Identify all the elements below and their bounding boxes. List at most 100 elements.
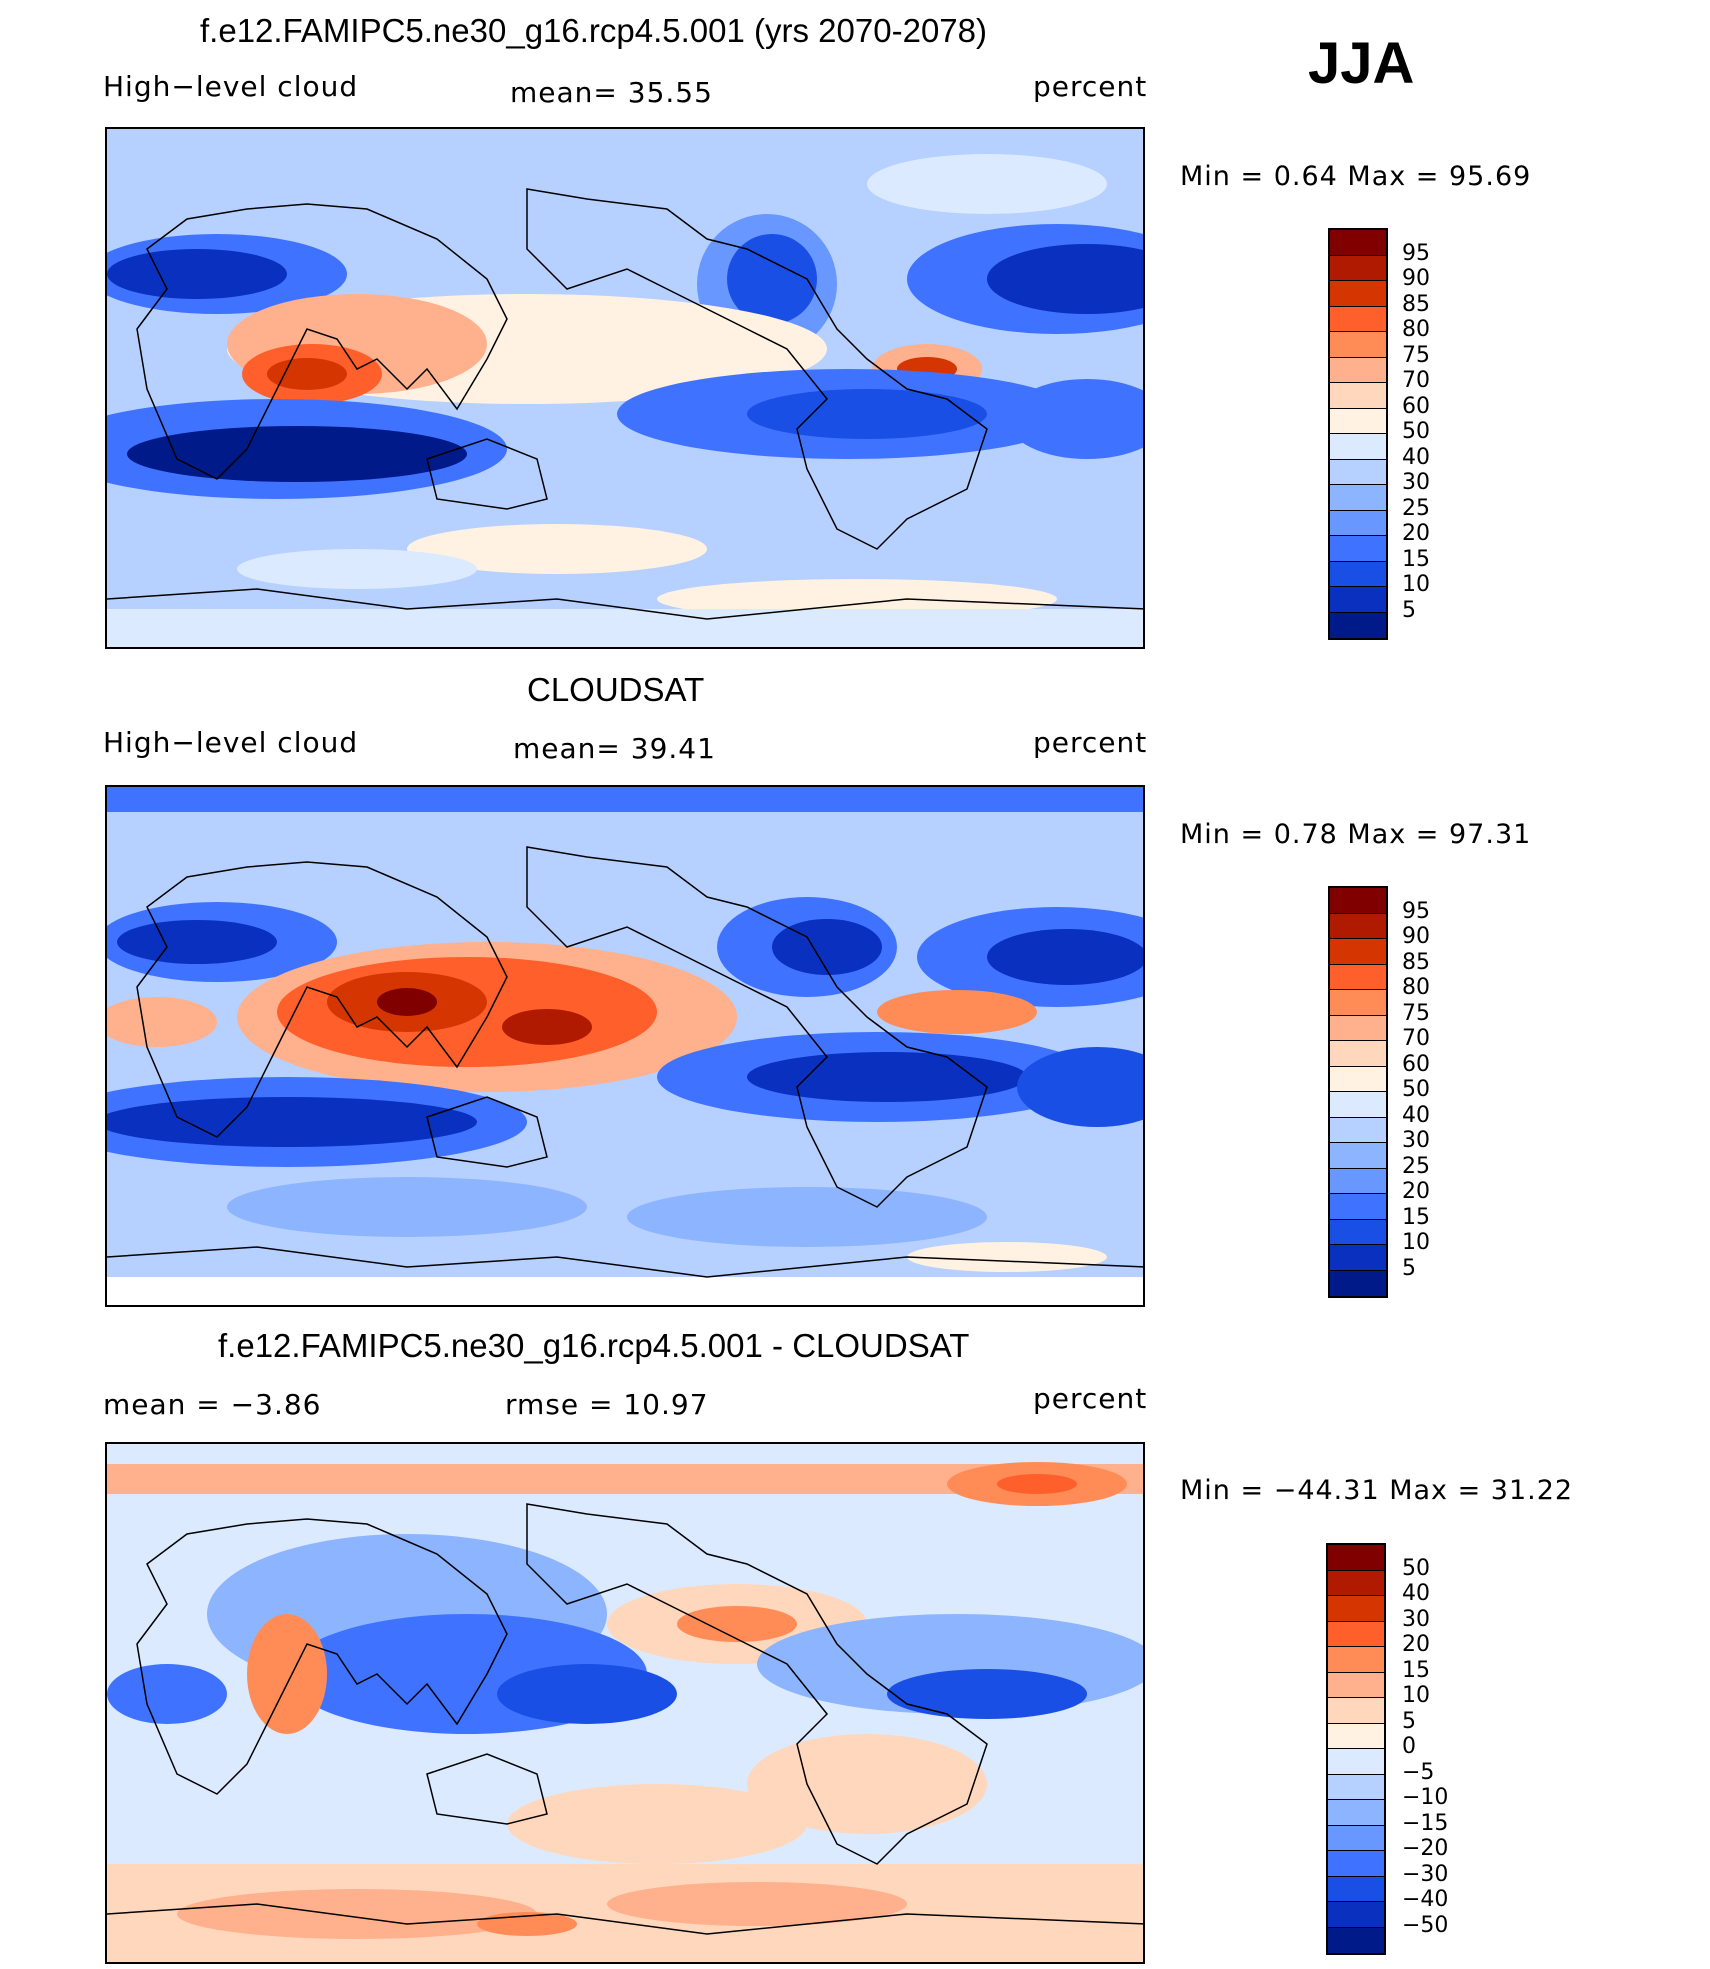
panel-3-colorbar bbox=[1326, 1543, 1386, 1955]
colorbar-swatch bbox=[1330, 1117, 1386, 1143]
colorbar-tick-label: 40 bbox=[1402, 1581, 1430, 1606]
colorbar-tick-label: 25 bbox=[1402, 495, 1430, 521]
panel-3-minmax: Min = −44.31 Max = 31.22 bbox=[1180, 1475, 1574, 1506]
colorbar-swatch bbox=[1330, 1041, 1386, 1067]
panel-3-rmse-label: rmse = 10.97 bbox=[505, 1388, 709, 1421]
panel-3-units-label: percent bbox=[1033, 1382, 1148, 1415]
colorbar-swatch bbox=[1330, 281, 1386, 307]
colorbar-swatch bbox=[1328, 1647, 1384, 1673]
colorbar-tick-label: 0 bbox=[1402, 1734, 1416, 1759]
panel-2-minmax: Min = 0.78 Max = 97.31 bbox=[1180, 819, 1532, 850]
colorbar-swatch bbox=[1330, 1143, 1386, 1169]
panel-1-title: f.e12.FAMIPC5.ne30_g16.rcp4.5.001 (yrs 2… bbox=[200, 12, 987, 49]
colorbar-tick-label: −30 bbox=[1402, 1861, 1449, 1887]
colorbar-swatch bbox=[1328, 1876, 1384, 1902]
colorbar-tick-label: 80 bbox=[1402, 975, 1430, 1000]
colorbar-swatch bbox=[1328, 1723, 1384, 1749]
colorbar-swatch bbox=[1328, 1902, 1384, 1928]
colorbar-tick-label: 5 bbox=[1402, 1255, 1416, 1281]
colorbar-tick-label: 5 bbox=[1402, 1708, 1416, 1734]
colorbar-swatch bbox=[1330, 434, 1386, 460]
colorbar-swatch bbox=[1330, 939, 1386, 965]
colorbar-swatch bbox=[1330, 383, 1386, 409]
colorbar-tick-label: 85 bbox=[1402, 291, 1430, 317]
panel-3-map bbox=[105, 1442, 1145, 1964]
colorbar-swatch bbox=[1330, 1194, 1386, 1220]
colorbar-swatch bbox=[1328, 1927, 1384, 1953]
colorbar-swatch bbox=[1330, 1245, 1386, 1271]
colorbar-tick-label: 30 bbox=[1402, 470, 1430, 495]
colorbar-swatch bbox=[1330, 990, 1386, 1016]
colorbar-tick-label: −5 bbox=[1402, 1759, 1435, 1785]
panel-2-mean-label: mean= 39.41 bbox=[513, 732, 716, 765]
colorbar-tick-label: 60 bbox=[1402, 1051, 1430, 1077]
colorbar-swatch bbox=[1330, 357, 1386, 383]
colorbar-swatch bbox=[1328, 1749, 1384, 1775]
colorbar-tick-label: 90 bbox=[1402, 924, 1430, 949]
colorbar-tick-label: 50 bbox=[1402, 1077, 1430, 1102]
colorbar-swatch bbox=[1330, 255, 1386, 281]
colorbar-swatch bbox=[1330, 510, 1386, 536]
colorbar-tick-label: 20 bbox=[1402, 521, 1430, 546]
colorbar-swatch bbox=[1330, 612, 1386, 638]
colorbar-tick-label: 40 bbox=[1402, 1102, 1430, 1128]
colorbar-swatch bbox=[1330, 888, 1386, 914]
panel-2-map bbox=[105, 785, 1145, 1307]
colorbar-swatch bbox=[1330, 1270, 1386, 1296]
colorbar-tick-label: 95 bbox=[1402, 898, 1430, 924]
colorbar-tick-label: 75 bbox=[1402, 1000, 1430, 1026]
colorbar-tick-label: 85 bbox=[1402, 949, 1430, 975]
panel-2-field-label: High−level cloud bbox=[103, 726, 359, 759]
panel-2-colorbar bbox=[1328, 886, 1388, 1298]
panel-2-title: CLOUDSAT bbox=[527, 671, 705, 708]
colorbar-swatch bbox=[1328, 1800, 1384, 1826]
panel-1-minmax: Min = 0.64 Max = 95.69 bbox=[1180, 161, 1532, 192]
colorbar-tick-label: 15 bbox=[1402, 1657, 1430, 1683]
colorbar-tick-label: 30 bbox=[1402, 1606, 1430, 1632]
colorbar-swatch bbox=[1328, 1698, 1384, 1724]
colorbar-swatch bbox=[1328, 1825, 1384, 1851]
colorbar-swatch bbox=[1330, 306, 1386, 332]
colorbar-swatch bbox=[1328, 1672, 1384, 1698]
colorbar-swatch bbox=[1328, 1774, 1384, 1800]
panel-1-map bbox=[105, 127, 1145, 649]
panel-3-mean-label: mean = −3.86 bbox=[103, 1388, 322, 1421]
colorbar-tick-label: 15 bbox=[1402, 1204, 1430, 1230]
season-label: JJA bbox=[1308, 31, 1415, 96]
colorbar-tick-label: 95 bbox=[1402, 240, 1430, 266]
colorbar-swatch bbox=[1330, 536, 1386, 562]
panel-1-colorbar bbox=[1328, 228, 1388, 640]
colorbar-tick-label: −50 bbox=[1402, 1912, 1449, 1938]
colorbar-tick-label: 5 bbox=[1402, 597, 1416, 623]
colorbar-swatch bbox=[1330, 485, 1386, 511]
colorbar-swatch bbox=[1328, 1596, 1384, 1622]
colorbar-tick-label: 25 bbox=[1402, 1153, 1430, 1179]
colorbar-swatch bbox=[1330, 1015, 1386, 1041]
colorbar-swatch bbox=[1330, 332, 1386, 358]
colorbar-tick-label: 10 bbox=[1402, 1230, 1430, 1255]
colorbar-swatch bbox=[1330, 1066, 1386, 1092]
panel-1-units-label: percent bbox=[1033, 70, 1148, 103]
colorbar-tick-label: 20 bbox=[1402, 1632, 1430, 1657]
panel-1-field-label: High−level cloud bbox=[103, 70, 359, 103]
colorbar-swatch bbox=[1330, 459, 1386, 485]
colorbar-swatch bbox=[1330, 561, 1386, 587]
colorbar-swatch bbox=[1330, 230, 1386, 256]
colorbar-tick-label: 40 bbox=[1402, 444, 1430, 470]
colorbar-tick-label: 90 bbox=[1402, 266, 1430, 291]
panel-2-units-label: percent bbox=[1033, 726, 1148, 759]
colorbar-swatch bbox=[1330, 408, 1386, 434]
colorbar-tick-label: 10 bbox=[1402, 572, 1430, 597]
colorbar-swatch bbox=[1330, 587, 1386, 613]
colorbar-swatch bbox=[1330, 1219, 1386, 1245]
colorbar-swatch bbox=[1328, 1545, 1384, 1571]
panel-3-title: f.e12.FAMIPC5.ne30_g16.rcp4.5.001 - CLOU… bbox=[218, 1327, 970, 1364]
colorbar-swatch bbox=[1330, 1168, 1386, 1194]
colorbar-swatch bbox=[1328, 1570, 1384, 1596]
colorbar-tick-label: 50 bbox=[1402, 419, 1430, 444]
colorbar-tick-label: 10 bbox=[1402, 1683, 1430, 1708]
colorbar-swatch bbox=[1328, 1851, 1384, 1877]
colorbar-tick-label: 75 bbox=[1402, 342, 1430, 368]
colorbar-tick-label: 20 bbox=[1402, 1179, 1430, 1204]
colorbar-tick-label: 70 bbox=[1402, 368, 1430, 393]
